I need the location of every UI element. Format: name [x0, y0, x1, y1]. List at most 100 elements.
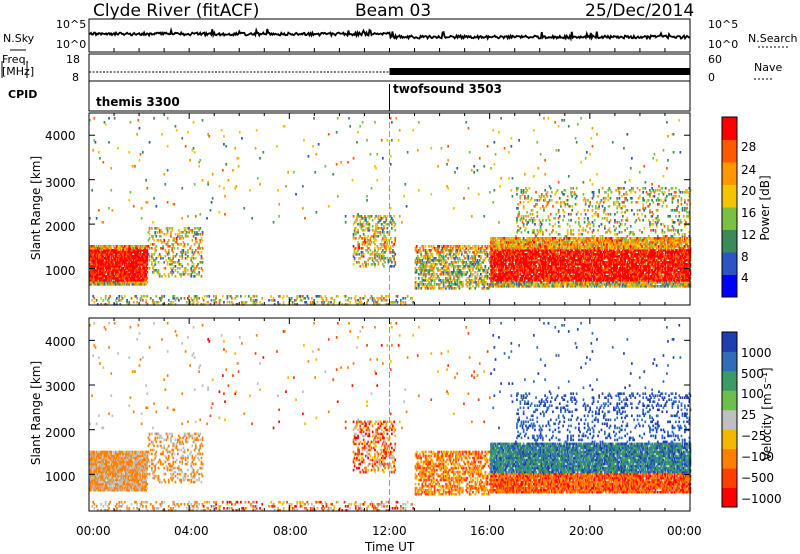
- power-cell: [540, 259, 543, 262]
- power-cell: [539, 231, 542, 234]
- power-cell: [498, 275, 500, 278]
- power-cell: [501, 283, 504, 286]
- power-cell: [138, 277, 141, 280]
- power-cell: [510, 265, 513, 268]
- power-cell: [191, 249, 194, 252]
- power-cell: [103, 263, 106, 266]
- power-cell: [176, 243, 179, 246]
- power-cell: [496, 277, 499, 280]
- power-cell: [101, 277, 104, 280]
- power-cell: [173, 265, 176, 268]
- power-cell: [492, 277, 495, 280]
- power-cell: [130, 277, 133, 280]
- power-cell: [459, 245, 462, 248]
- power-cell: [277, 189, 279, 192]
- power-cell: [120, 277, 123, 280]
- power-cell: [530, 285, 533, 288]
- power-cell: [507, 245, 509, 248]
- power-cell: [225, 163, 228, 166]
- power-cell: [255, 295, 258, 298]
- power-cell: [123, 265, 126, 268]
- power-cell: [196, 273, 198, 276]
- power-cell: [519, 253, 522, 256]
- power-cell: [253, 295, 256, 298]
- power-cell: [507, 275, 509, 278]
- power-cell: [357, 213, 359, 216]
- power-cell: [468, 283, 471, 286]
- power-cell: [538, 267, 541, 270]
- power-cell: [193, 267, 196, 270]
- power-cell: [194, 215, 197, 218]
- power-cell: [535, 241, 537, 244]
- power-cell: [439, 253, 442, 256]
- power-cell: [108, 117, 110, 120]
- power-cell: [508, 151, 510, 154]
- power-cell: [536, 281, 539, 284]
- power-cell: [543, 263, 545, 266]
- power-cell: [368, 215, 371, 218]
- power-cell: [184, 229, 187, 232]
- power-cell: [375, 167, 377, 170]
- power-cell: [544, 245, 546, 248]
- power-cell: [473, 171, 475, 174]
- power-cell: [134, 255, 136, 258]
- power-cell: [511, 243, 514, 246]
- power-cell: [193, 243, 196, 246]
- power-cell: [344, 295, 347, 298]
- power-cell: [421, 261, 424, 264]
- power-cell: [545, 279, 548, 282]
- power-cell: [99, 259, 101, 262]
- power-cell: [544, 279, 546, 282]
- power-cell: [163, 241, 166, 244]
- power-cell: [423, 261, 426, 264]
- power-cell: [90, 271, 92, 274]
- power-cell: [575, 141, 578, 144]
- power-cell: [533, 261, 535, 264]
- power-cell: [512, 245, 515, 248]
- power-cell: [160, 257, 162, 260]
- power-cell: [485, 255, 488, 258]
- power-cell: [445, 287, 447, 290]
- power-cell: [543, 247, 545, 250]
- power-cell: [442, 245, 445, 248]
- power-cell: [463, 271, 465, 274]
- power-cell: [466, 271, 469, 274]
- power-cell: [571, 195, 573, 198]
- power-cell: [382, 263, 384, 266]
- power-cell: [445, 273, 447, 276]
- power-cell: [516, 261, 518, 264]
- power-cell: [367, 227, 369, 230]
- power-cell: [458, 275, 461, 278]
- power-cell: [422, 275, 425, 278]
- power-cell: [456, 257, 459, 260]
- power-cell: [534, 265, 536, 268]
- power-cell: [345, 303, 348, 306]
- power-cell: [436, 253, 438, 256]
- power-cell: [501, 257, 504, 260]
- power-cell: [161, 247, 163, 250]
- power-cell: [437, 165, 439, 168]
- power-cell: [304, 301, 306, 304]
- power-cell: [171, 263, 173, 266]
- power-cell: [446, 247, 448, 250]
- power-cell: [516, 193, 518, 196]
- power-cell: [455, 251, 457, 254]
- power-cell: [289, 299, 292, 302]
- power-cell: [534, 249, 536, 252]
- power-cell: [491, 237, 493, 240]
- power-cell: [91, 273, 93, 276]
- power-cell: [137, 283, 140, 286]
- power-cell: [380, 255, 383, 258]
- power-cell: [157, 301, 160, 304]
- power-cell: [429, 255, 431, 258]
- power-cell: [414, 267, 417, 270]
- power-cell: [92, 255, 95, 258]
- power-cell: [451, 271, 454, 274]
- power-cell: [520, 269, 523, 272]
- power-cell: [425, 265, 428, 268]
- power-cell: [127, 281, 129, 284]
- power-cell: [119, 247, 122, 250]
- power-cell: [187, 263, 189, 266]
- power-cell: [368, 223, 371, 226]
- power-cell: [92, 257, 95, 260]
